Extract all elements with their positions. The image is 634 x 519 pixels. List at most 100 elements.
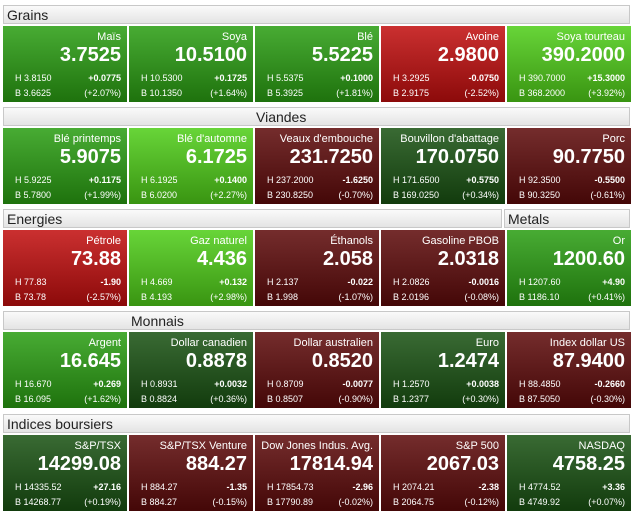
- price-change: +3.36: [602, 482, 625, 492]
- percent-change: (-0.08%): [464, 292, 499, 302]
- last-price: 4.436: [196, 248, 247, 270]
- section-title: Energies: [7, 211, 63, 227]
- high-price: H 5.5375: [267, 73, 304, 83]
- percent-change: (-0.70%): [338, 190, 373, 200]
- price-change: +0.1400: [214, 175, 247, 185]
- price-change: -2.38: [478, 482, 499, 492]
- quote-tile[interactable]: Dow Jones Indus. Avg. 17814.94 H 17854.73 -…: [255, 435, 379, 511]
- instrument-name: Soya tourteau: [556, 31, 626, 43]
- quote-tile[interactable]: Porc 90.7750 H 92.3500 -0.5500 B 90.3250 (-0.…: [507, 128, 631, 204]
- price-change: -1.35: [226, 482, 247, 492]
- last-price: 73.88: [70, 248, 121, 270]
- high-price: H 884.27: [141, 482, 178, 492]
- quote-tile[interactable]: Or 1200.60 H 1207.60 +4.90 B 1186.10 (+0.41%): [507, 230, 631, 306]
- instrument-name: Gaz naturel: [190, 235, 247, 247]
- price-change: +0.1725: [214, 73, 247, 83]
- last-price: 0.8520: [311, 350, 373, 372]
- quote-tile[interactable]: Soya tourteau 390.2000 H 390.7000 +15.3000 B…: [507, 26, 631, 102]
- low-price: B 1.2377: [393, 394, 430, 404]
- section-title: Viandes: [256, 109, 307, 125]
- quote-tile[interactable]: Argent 16.645 H 16.670 +0.269 B 16.095 (+1.62…: [3, 332, 127, 408]
- last-price: 2.058: [322, 248, 373, 270]
- price-change: -0.5500: [594, 175, 625, 185]
- percent-change: (-0.02%): [338, 497, 373, 507]
- high-price: H 0.8709: [267, 379, 304, 389]
- quote-tile[interactable]: Gasoline PBOB 2.0318 H 2.0826 -0.0016 B 2.01…: [381, 230, 505, 306]
- quote-tile[interactable]: Blé d'automne 6.1725 H 6.1925 +0.1400 B 6.02…: [129, 128, 253, 204]
- high-price: H 92.3500: [519, 175, 561, 185]
- percent-change: (+2.98%): [210, 292, 247, 302]
- section-header: Indices boursiers: [3, 414, 630, 433]
- last-price: 390.2000: [541, 44, 625, 66]
- instrument-name: Dollar australien: [293, 337, 373, 349]
- quote-tile[interactable]: Dollar canadien 0.8878 H 0.8931 +0.0032 B 0.…: [129, 332, 253, 408]
- low-price: B 1.998: [267, 292, 299, 302]
- high-price: H 17854.73: [267, 482, 314, 492]
- price-change: +4.90: [602, 277, 625, 287]
- quote-tile[interactable]: Euro 1.2474 H 1.2570 +0.0038 B 1.2377 (+0.30%…: [381, 332, 505, 408]
- quote-tile[interactable]: Blé printemps 5.9075 H 5.9225 +0.1175 B 5.78…: [3, 128, 127, 204]
- price-change: +0.0038: [466, 379, 499, 389]
- low-price: B 6.0200: [141, 190, 178, 200]
- quote-tile[interactable]: S&P 500 2067.03 H 2074.21 -2.38 B 2064.75 (-0…: [381, 435, 505, 511]
- last-price: 4758.25: [552, 453, 625, 475]
- quote-tile[interactable]: NASDAQ 4758.25 H 4774.52 +3.36 B 4749.92 (+0.…: [507, 435, 631, 511]
- quote-tile[interactable]: Veaux d'embouche 231.7250 H 237.2000 -1.625…: [255, 128, 379, 204]
- quote-tile[interactable]: Gaz naturel 4.436 H 4.669 +0.132 B 4.193 (+2.…: [129, 230, 253, 306]
- percent-change: (-2.57%): [86, 292, 121, 302]
- quote-tile[interactable]: Maïs 3.7525 H 3.8150 +0.0775 B 3.6625 (+2.07%…: [3, 26, 127, 102]
- last-price: 16.645: [59, 350, 121, 372]
- quote-tile[interactable]: Index dollar US 87.9400 H 88.4850 -0.2660 B …: [507, 332, 631, 408]
- percent-change: (+0.30%): [462, 394, 499, 404]
- high-price: H 0.8931: [141, 379, 178, 389]
- low-price: B 4.193: [141, 292, 173, 302]
- last-price: 6.1725: [185, 146, 247, 168]
- quote-tile[interactable]: Avoine 2.9800 H 3.2925 -0.0750 B 2.9175 (-2.5…: [381, 26, 505, 102]
- price-change: +0.1000: [340, 73, 373, 83]
- quote-tile[interactable]: Bouvillon d'abattage 170.0750 H 171.6500 +0…: [381, 128, 505, 204]
- section-header: Monnais: [3, 311, 630, 330]
- last-price: 884.27: [185, 453, 247, 475]
- low-price: B 230.8250: [267, 190, 314, 200]
- instrument-name: Euro: [475, 337, 499, 349]
- price-change: +0.1175: [88, 175, 121, 185]
- instrument-name: Soya: [221, 31, 247, 43]
- price-change: -2.96: [352, 482, 373, 492]
- percent-change: (+1.62%): [84, 394, 121, 404]
- last-price: 0.8878: [185, 350, 247, 372]
- low-price: B 3.6625: [15, 88, 52, 98]
- high-price: H 6.1925: [141, 175, 178, 185]
- low-price: B 10.1350: [141, 88, 183, 98]
- percent-change: (+2.27%): [210, 190, 247, 200]
- percent-change: (+3.92%): [588, 88, 625, 98]
- last-price: 170.0750: [415, 146, 499, 168]
- quote-tile[interactable]: Éthanols 2.058 H 2.137 -0.022 B 1.998 (-1.07%…: [255, 230, 379, 306]
- quote-tile[interactable]: Pétrole 73.88 H 77.83 -1.90 B 73.78 (-2.57%): [3, 230, 127, 306]
- high-price: H 14335.52: [15, 482, 62, 492]
- quote-tile[interactable]: Blé 5.5225 H 5.5375 +0.1000 B 5.3925 (+1.81%): [255, 26, 379, 102]
- last-price: 10.5100: [174, 44, 247, 66]
- high-price: H 1.2570: [393, 379, 430, 389]
- last-price: 3.7525: [59, 44, 121, 66]
- low-price: B 14268.77: [15, 497, 62, 507]
- price-change: +0.0775: [88, 73, 121, 83]
- price-change: -1.6250: [342, 175, 373, 185]
- instrument-name: Dollar canadien: [170, 337, 247, 349]
- instrument-name: Gasoline PBOB: [421, 235, 499, 247]
- percent-change: (+2.07%): [84, 88, 121, 98]
- high-price: H 16.670: [15, 379, 52, 389]
- quote-tile[interactable]: S&P/TSX Venture 884.27 H 884.27 -1.35 B 884.…: [129, 435, 253, 511]
- instrument-name: Dow Jones Indus. Avg.: [261, 440, 373, 452]
- high-price: H 3.2925: [393, 73, 430, 83]
- instrument-name: Blé printemps: [53, 133, 121, 145]
- price-change: -0.0077: [342, 379, 373, 389]
- quote-tile[interactable]: Dollar australien 0.8520 H 0.8709 -0.0077 B …: [255, 332, 379, 408]
- quote-tile[interactable]: Soya 10.5100 H 10.5300 +0.1725 B 10.1350 (+1.…: [129, 26, 253, 102]
- quote-tile[interactable]: S&P/TSX 14299.08 H 14335.52 +27.16 B 14268.7…: [3, 435, 127, 511]
- last-price: 1200.60: [552, 248, 625, 270]
- last-price: 5.5225: [311, 44, 373, 66]
- high-price: H 171.6500: [393, 175, 440, 185]
- low-price: B 2.9175: [393, 88, 430, 98]
- low-price: B 2.0196: [393, 292, 430, 302]
